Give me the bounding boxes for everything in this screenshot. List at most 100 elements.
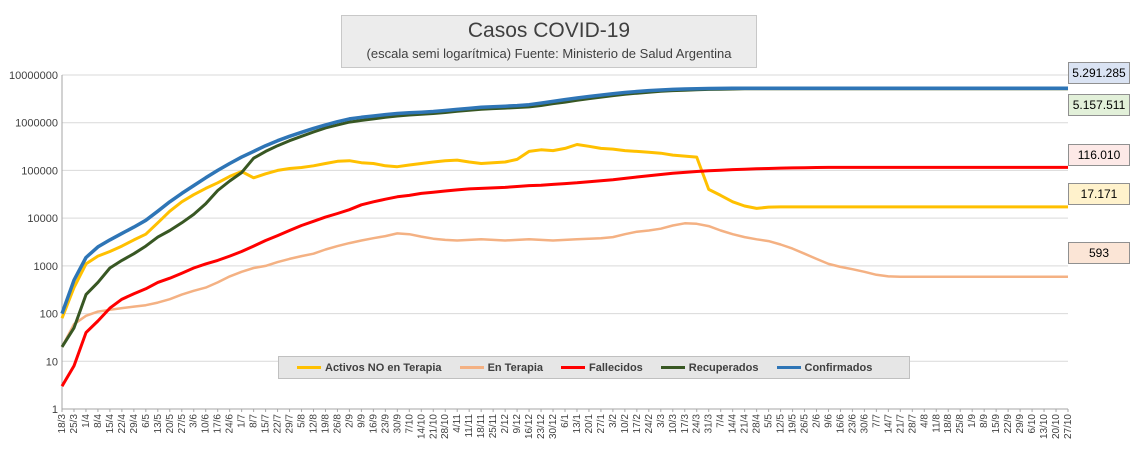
callout-confirmados: 5.291.285: [1068, 62, 1130, 84]
x-tick-label: 23/9: [380, 414, 391, 434]
callout-terapia: 593: [1068, 242, 1130, 264]
x-tick-label: 18/11: [476, 414, 487, 439]
x-tick-label: 10/3: [668, 414, 679, 434]
x-tick-label: 4/11: [452, 414, 463, 433]
legend-swatch-confirmados: [776, 366, 801, 369]
x-tick-label: 24/6: [225, 414, 236, 434]
series-line-fallecidos: [60, 165, 1068, 387]
x-tick-label: 17/2: [632, 414, 643, 434]
x-tick-label: 4/8: [919, 414, 930, 428]
x-tick-label: 26/5: [800, 414, 811, 434]
x-tick-label: 6/5: [141, 414, 152, 428]
x-tick-label: 10/2: [620, 414, 631, 434]
x-tick-label: 19/8: [320, 414, 331, 434]
legend-swatch-terapia: [459, 366, 484, 369]
x-tick-label: 21/4: [740, 414, 751, 434]
series-line-activos: [60, 143, 1068, 319]
x-tick-label: 8/4: [93, 414, 104, 428]
x-tick-label: 18/3: [57, 414, 68, 434]
x-tick-label: 1/4: [81, 414, 92, 428]
x-tick-label: 7/4: [716, 414, 727, 428]
x-tick-label: 7/7: [871, 414, 882, 428]
x-tick-label: 25/8: [955, 414, 966, 434]
series-line-terapia: [60, 222, 1068, 348]
x-tick-label: 25/11: [488, 414, 499, 439]
legend-label-confirmados: Confirmados: [804, 361, 873, 374]
x-tick-label: 11/8: [931, 414, 942, 433]
y-tick-label: 1: [52, 404, 58, 416]
y-tick-label: 10: [46, 356, 58, 368]
x-tick-label: 6/10: [1027, 414, 1038, 434]
x-tick-label: 18/8: [943, 414, 954, 434]
x-tick-label: 10/6: [201, 414, 212, 434]
x-tick-label: 27/5: [177, 414, 188, 434]
x-tick-label: 2/6: [812, 414, 823, 428]
x-tick-label: 13/5: [153, 414, 164, 434]
x-tick-label: 24/2: [644, 414, 655, 434]
legend-label-activos: Activos NO en Terapia: [325, 361, 442, 374]
x-tick-label: 21/7: [895, 414, 906, 434]
x-tick-label: 8/7: [249, 414, 260, 428]
callout-fallecidos: 116.010: [1068, 144, 1130, 166]
x-tick-label: 15/7: [261, 414, 272, 434]
y-tick-label: 100: [40, 309, 58, 321]
legend-label-recuperados: Recuperados: [688, 361, 759, 374]
x-tick-label: 2/12: [500, 414, 511, 434]
x-tick-label: 5/8: [297, 414, 308, 428]
x-tick-label: 3/2: [608, 414, 619, 428]
x-tick-label: 1/7: [237, 414, 248, 428]
x-tick-label: 20/1: [584, 414, 595, 434]
legend-label-terapia: En Terapia: [487, 361, 543, 374]
y-tick-label: 10000: [27, 213, 58, 225]
x-tick-label: 16/9: [368, 414, 379, 434]
x-tick-label: 14/4: [728, 414, 739, 434]
x-tick-label: 20/10: [1051, 414, 1062, 439]
x-tick-label: 27/10: [1063, 414, 1074, 439]
y-tick-label: 1000000: [15, 118, 58, 130]
legend-swatch-fallecidos: [561, 366, 585, 369]
x-tick-label: 11/11: [464, 414, 475, 438]
x-tick-label: 13/10: [1039, 414, 1050, 439]
x-tick-label: 24/3: [692, 414, 703, 434]
legend-item-recuperados: Recuperados: [660, 361, 759, 374]
x-tick-label: 16/12: [524, 414, 535, 439]
legend-item-activos: Activos NO en Terapia: [297, 362, 442, 374]
x-tick-label: 23/6: [847, 414, 858, 434]
legend-label-fallecidos: Fallecidos: [589, 361, 643, 374]
x-tick-label: 14/7: [883, 414, 894, 434]
x-tick-label: 9/9: [356, 414, 367, 428]
x-tick-label: 22/9: [1003, 414, 1014, 434]
x-tick-label: 22/7: [273, 414, 284, 434]
x-tick-label: 28/7: [907, 414, 918, 434]
x-tick-label: 30/6: [859, 414, 870, 434]
x-tick-label: 29/7: [285, 414, 296, 434]
x-tick-label: 15/4: [105, 414, 116, 434]
legend-item-terapia: En Terapia: [459, 361, 543, 374]
x-tick-label: 29/4: [129, 414, 140, 434]
x-tick-label: 2/9: [344, 414, 355, 428]
chart-subtitle: (escala semi logarítmica) Fuente: Minist…: [366, 46, 732, 61]
callout-recuperados: 5.157.511: [1068, 94, 1130, 116]
x-tick-label: 30/9: [392, 414, 403, 434]
legend-swatch-activos: [297, 366, 321, 369]
x-tick-label: 28/4: [752, 414, 763, 434]
x-tick-label: 1/9: [967, 414, 978, 428]
x-tick-label: 12/5: [776, 414, 787, 434]
y-tick-label: 1000: [34, 261, 58, 273]
x-tick-label: 29/9: [1015, 414, 1026, 434]
x-tick-label: 7/10: [404, 414, 415, 434]
x-tick-label: 27/1: [596, 414, 607, 434]
x-tick-label: 21/10: [428, 414, 439, 439]
x-tick-label: 31/3: [704, 414, 715, 434]
x-tick-label: 13/1: [572, 414, 583, 434]
x-tick-label: 25/3: [69, 414, 80, 434]
legend-item-confirmados: Confirmados: [776, 361, 873, 374]
x-tick-label: 3/3: [656, 414, 667, 428]
x-tick-label: 9/12: [512, 414, 523, 434]
x-tick-label: 17/6: [213, 414, 224, 434]
callout-activos: 17.171: [1068, 183, 1130, 205]
y-tick-label: 10000000: [9, 70, 58, 82]
chart-title: Casos COVID-19: [467, 19, 631, 42]
legend-item-fallecidos: Fallecidos: [561, 362, 643, 374]
